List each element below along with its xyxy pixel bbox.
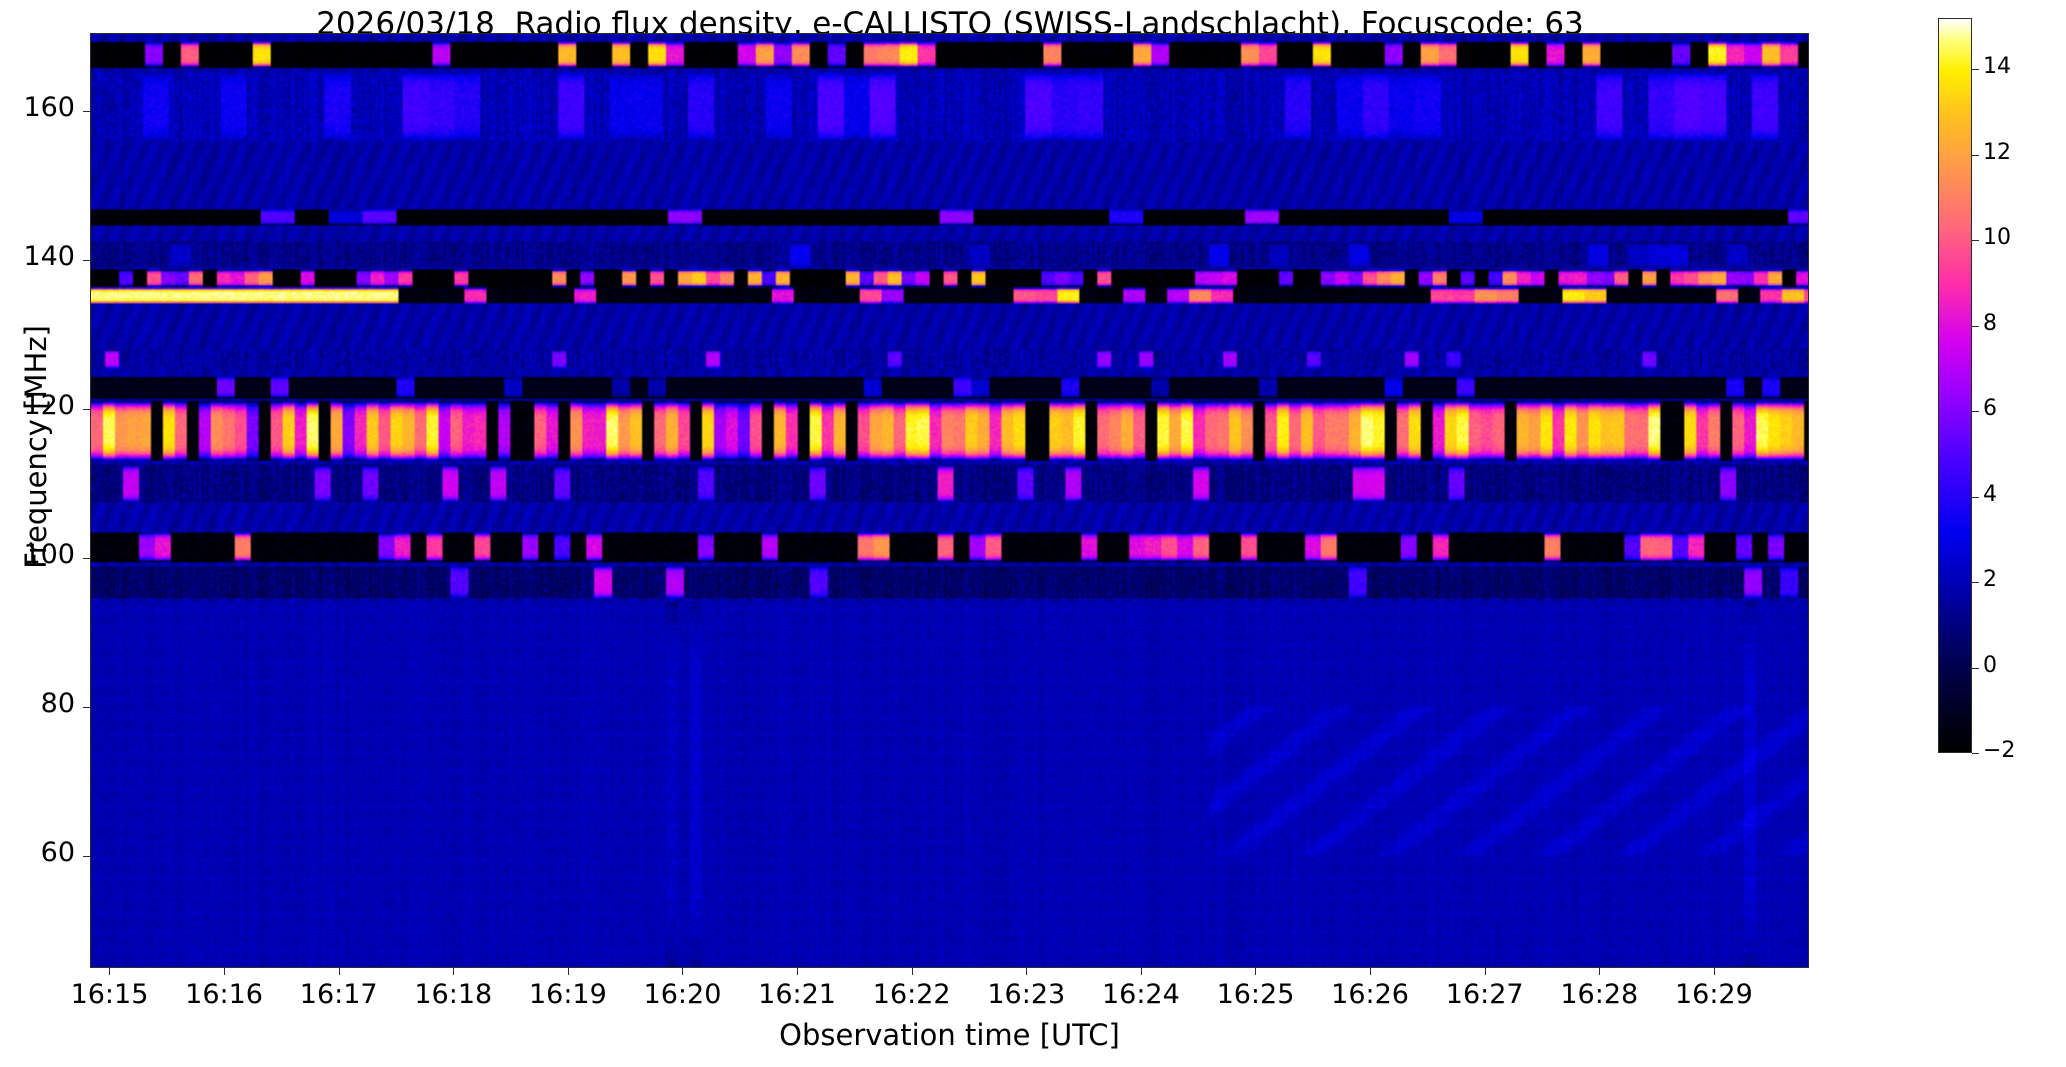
colorbar-tick-label: 6 [1983, 396, 1997, 422]
y-axis-label: Frequency [MHz] [19, 325, 53, 569]
colorbar-tick-mark [1972, 582, 1979, 584]
x-tick-label: 16:26 [1331, 979, 1409, 1010]
colorbar-tick-mark [1972, 154, 1979, 156]
x-tick-label: 16:17 [299, 979, 378, 1010]
x-tick-label: 16:24 [1101, 979, 1180, 1010]
x-tick-mark [1255, 968, 1257, 975]
x-tick-mark [224, 968, 226, 975]
x-tick-label: 16:29 [1674, 979, 1753, 1010]
colorbar-tick-mark [1972, 240, 1979, 242]
x-tick-mark [1599, 968, 1601, 975]
y-tick-mark [83, 558, 90, 560]
spectrogram-heatmap [91, 34, 1808, 967]
x-tick-mark [1370, 968, 1372, 975]
x-tick-label: 16:18 [414, 979, 493, 1010]
x-tick-mark [109, 968, 111, 975]
colorbar-tick-label: 8 [1983, 310, 1997, 336]
colorbar-tick-mark [1972, 496, 1979, 498]
colorbar-tick-label: 14 [1983, 54, 2011, 80]
x-tick-mark [911, 968, 913, 975]
x-axis-label: Observation time [UTC] [779, 1018, 1120, 1052]
x-tick-label: 16:20 [643, 979, 722, 1010]
x-tick-label: 16:15 [70, 979, 149, 1010]
colorbar-tick-label: 12 [1983, 139, 2011, 165]
x-tick-label: 16:16 [185, 979, 263, 1010]
colorbar-tick-label: 2 [1983, 567, 1997, 593]
colorbar-tick-mark [1972, 753, 1979, 754]
x-tick-label: 16:27 [1445, 979, 1524, 1010]
colorbar-tick-label: −2 [1983, 738, 2016, 763]
colorbar-tick-mark [1972, 325, 1979, 327]
colorbar-tick-label: 10 [1983, 225, 2011, 251]
x-tick-mark [1140, 968, 1142, 975]
y-tick-mark [83, 856, 90, 858]
y-tick-label: 80 [40, 688, 75, 720]
colorbar-tick-label: 0 [1983, 652, 1997, 678]
y-tick-mark [83, 111, 90, 113]
x-tick-label: 16:23 [987, 979, 1066, 1010]
colorbar-tick-mark [1972, 667, 1979, 669]
y-tick-label: 140 [23, 241, 75, 273]
y-tick-label: 120 [23, 390, 75, 422]
y-tick-label: 160 [23, 92, 75, 124]
colorbar-gradient [1939, 19, 1971, 752]
x-tick-label: 16:28 [1560, 979, 1639, 1010]
y-tick-label: 100 [23, 539, 75, 571]
x-tick-mark [1026, 968, 1028, 975]
x-tick-mark [797, 968, 799, 975]
x-tick-label: 16:19 [528, 979, 607, 1010]
y-tick-mark [83, 707, 90, 709]
colorbar-tick-mark [1972, 411, 1979, 413]
x-tick-mark [567, 968, 569, 975]
y-tick-mark [83, 260, 90, 262]
x-tick-label: 16:21 [758, 979, 836, 1010]
y-tick-label: 60 [40, 837, 75, 869]
y-tick-mark [83, 409, 90, 411]
x-tick-mark [1484, 968, 1486, 975]
colorbar-tick-mark [1972, 69, 1979, 71]
colorbar[interactable] [1938, 18, 1972, 753]
colorbar-tick-label: 4 [1983, 481, 1997, 507]
spectrogram-plot-area[interactable] [90, 33, 1809, 968]
x-tick-mark [453, 968, 455, 975]
x-tick-label: 16:22 [872, 979, 951, 1010]
x-tick-mark [682, 968, 684, 975]
x-tick-mark [338, 968, 340, 975]
x-tick-mark [1713, 968, 1715, 975]
x-tick-label: 16:25 [1216, 979, 1295, 1010]
